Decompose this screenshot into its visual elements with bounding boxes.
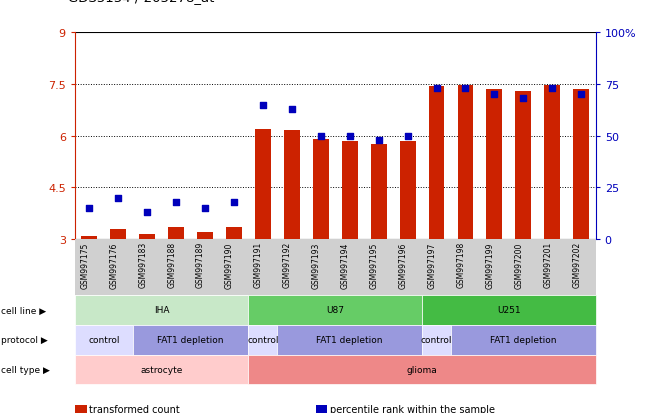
Point	[576, 92, 587, 98]
Bar	[370, 145, 387, 240]
Bar	[516, 92, 531, 240]
Text: U251: U251	[497, 306, 521, 315]
Point	[344, 133, 355, 140]
Bar	[255, 129, 271, 240]
Point	[316, 133, 326, 140]
Bar	[486, 90, 503, 240]
Text: GSM997176: GSM997176	[109, 242, 118, 288]
Text: GSM997189: GSM997189	[196, 242, 205, 288]
Text: GSM997175: GSM997175	[80, 242, 89, 288]
Text: cell type ▶: cell type ▶	[1, 365, 50, 374]
Text: GSM997183: GSM997183	[138, 242, 147, 288]
Point	[374, 137, 384, 144]
Bar	[458, 85, 473, 240]
Bar	[574, 90, 589, 240]
Bar	[544, 85, 561, 240]
Text: GSM997199: GSM997199	[486, 242, 494, 288]
Text: astrocyte: astrocyte	[141, 365, 183, 374]
Text: cell line ▶: cell line ▶	[1, 306, 46, 315]
Text: GSM997191: GSM997191	[254, 242, 263, 288]
Bar	[342, 142, 357, 240]
Text: transformed count: transformed count	[89, 404, 180, 413]
Text: GSM997193: GSM997193	[312, 242, 321, 288]
Point	[113, 195, 124, 202]
Point	[518, 96, 529, 102]
Text: GSM997198: GSM997198	[456, 242, 465, 288]
Text: GSM997201: GSM997201	[544, 242, 552, 288]
Text: FAT1 depletion: FAT1 depletion	[158, 335, 224, 344]
Bar	[313, 140, 329, 240]
Bar	[139, 235, 155, 240]
Text: GSM997195: GSM997195	[370, 242, 379, 288]
Point	[258, 102, 268, 109]
Text: GDS5154 / 205278_at: GDS5154 / 205278_at	[68, 0, 215, 4]
Bar	[110, 229, 126, 240]
Bar	[428, 86, 445, 240]
Text: control: control	[421, 335, 452, 344]
Point	[229, 199, 239, 206]
Text: GSM997200: GSM997200	[514, 242, 523, 288]
Bar	[226, 228, 242, 240]
Text: GSM997188: GSM997188	[167, 242, 176, 287]
Point	[402, 133, 413, 140]
Point	[200, 205, 210, 212]
Text: FAT1 depletion: FAT1 depletion	[316, 335, 383, 344]
Text: FAT1 depletion: FAT1 depletion	[490, 335, 557, 344]
Point	[171, 199, 182, 206]
Text: percentile rank within the sample: percentile rank within the sample	[330, 404, 495, 413]
Point	[84, 205, 94, 212]
Bar	[284, 131, 300, 240]
Point	[286, 106, 297, 113]
Text: control: control	[247, 335, 279, 344]
Bar	[81, 236, 97, 240]
Text: GSM997194: GSM997194	[340, 242, 350, 288]
Point	[547, 85, 557, 92]
Point	[460, 85, 471, 92]
Point	[432, 85, 442, 92]
Point	[489, 92, 499, 98]
Text: GSM997202: GSM997202	[572, 242, 581, 288]
Bar	[400, 142, 415, 240]
Text: protocol ▶: protocol ▶	[1, 335, 48, 344]
Text: IHA: IHA	[154, 306, 169, 315]
Text: U87: U87	[326, 306, 344, 315]
Point	[142, 209, 152, 216]
Text: GSM997190: GSM997190	[225, 242, 234, 288]
Text: glioma: glioma	[407, 365, 437, 374]
Text: control: control	[88, 335, 120, 344]
Bar	[197, 233, 213, 240]
Bar	[168, 228, 184, 240]
Text: GSM997197: GSM997197	[428, 242, 437, 288]
Text: GSM997192: GSM997192	[283, 242, 292, 288]
Text: GSM997196: GSM997196	[398, 242, 408, 288]
